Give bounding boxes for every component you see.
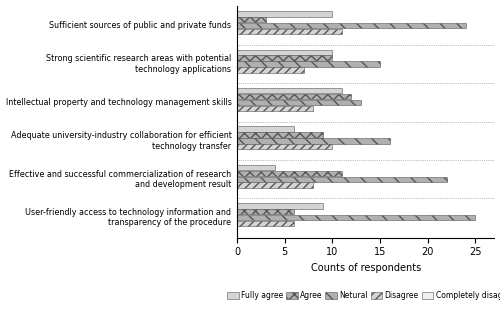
Bar [237, 61, 380, 67]
Bar [237, 165, 275, 170]
Bar [237, 177, 447, 182]
Bar [237, 100, 361, 105]
Bar [237, 50, 332, 55]
Bar [237, 106, 314, 111]
Bar [237, 221, 294, 226]
Bar [237, 55, 332, 61]
Bar [237, 17, 266, 22]
Bar [237, 11, 332, 16]
Bar [237, 88, 342, 93]
Bar [237, 183, 314, 188]
Bar [237, 215, 476, 220]
Bar [237, 170, 342, 176]
Bar [237, 203, 323, 209]
Legend: Fully agree, Agree, Netural, Disagree, Completely disagree: Fully agree, Agree, Netural, Disagree, C… [224, 288, 500, 303]
Bar [237, 94, 352, 99]
Bar [237, 144, 332, 149]
Bar [237, 138, 390, 144]
Bar [237, 23, 466, 28]
Bar [237, 126, 294, 132]
Bar [237, 132, 323, 138]
Bar [237, 209, 294, 215]
Bar [237, 29, 342, 34]
Bar [237, 67, 304, 73]
X-axis label: Counts of respondents: Counts of respondents [310, 263, 421, 273]
